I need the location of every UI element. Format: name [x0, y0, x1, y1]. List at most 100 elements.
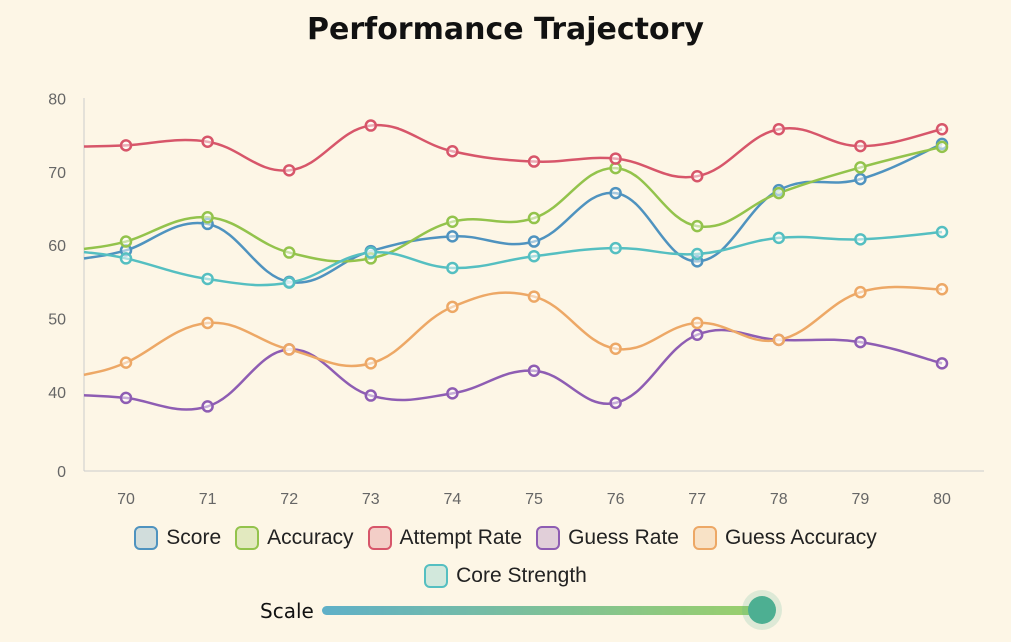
x-tick-label: 74 — [444, 491, 462, 508]
line-chart: 0 40 50 60 70 80 70 71 72 73 74 75 76 77 78 79 80 — [48, 91, 984, 508]
legend-label: Accuracy — [267, 526, 354, 549]
legend-label: Score — [166, 526, 222, 549]
data-point[interactable] — [935, 122, 949, 136]
data-point[interactable] — [201, 316, 214, 330]
data-point[interactable] — [201, 211, 214, 224]
data-point[interactable] — [609, 152, 622, 165]
data-point[interactable] — [282, 343, 296, 356]
y-tick-label: 60 — [48, 238, 66, 255]
y-tick-label: 80 — [48, 91, 66, 108]
data-point[interactable] — [772, 186, 786, 200]
series-line-guess-accuracy — [83, 285, 943, 377]
series-line-attempt-rate — [83, 123, 943, 179]
data-point[interactable] — [609, 186, 622, 200]
y-tick-label: 70 — [48, 165, 66, 182]
legend-item-accuracy[interactable]: Accuracy — [235, 526, 354, 550]
x-tick-label: 78 — [770, 491, 788, 508]
data-point[interactable] — [119, 235, 133, 248]
y-tick-label: 40 — [48, 385, 66, 402]
series-line-guess-rate — [83, 328, 943, 411]
x-tick-label: 75 — [525, 491, 543, 508]
data-point[interactable] — [527, 211, 541, 225]
slider-thumb[interactable] — [748, 596, 776, 624]
x-tick-label: 73 — [362, 491, 380, 508]
data-point[interactable] — [690, 328, 704, 341]
legend-swatch — [235, 526, 260, 550]
data-point[interactable] — [446, 230, 459, 243]
x-tick-label: 80 — [933, 491, 951, 508]
legend-label: Guess Rate — [568, 526, 679, 549]
x-tick-label: 71 — [199, 491, 217, 508]
data-point[interactable] — [772, 231, 786, 245]
slider-track[interactable] — [322, 606, 762, 615]
legend-item-score[interactable]: Score — [134, 526, 221, 550]
data-point[interactable] — [935, 140, 949, 154]
data-point[interactable] — [201, 400, 214, 413]
data-point[interactable] — [609, 396, 622, 410]
legend-swatch — [692, 526, 717, 550]
data-point[interactable] — [282, 276, 296, 289]
legend-item-guess-accuracy[interactable]: Guess Accuracy — [692, 526, 877, 550]
x-tick-label: 70 — [117, 491, 135, 508]
data-point[interactable] — [690, 247, 704, 261]
legend-label: Attempt Rate — [399, 526, 523, 549]
data-point[interactable] — [446, 300, 459, 314]
data-point[interactable] — [119, 252, 133, 265]
data-point[interactable] — [282, 164, 296, 177]
series-line-score — [83, 142, 943, 284]
data-point[interactable] — [446, 261, 459, 275]
data-point[interactable] — [772, 122, 786, 136]
data-point[interactable] — [690, 316, 704, 330]
data-point[interactable] — [527, 364, 541, 377]
data-point[interactable] — [854, 285, 867, 299]
data-point[interactable] — [364, 389, 378, 402]
data-point[interactable] — [446, 144, 459, 158]
data-point[interactable] — [854, 233, 867, 246]
data-point[interactable] — [935, 225, 949, 239]
data-point[interactable] — [282, 246, 296, 259]
data-point[interactable] — [201, 135, 214, 148]
y-tick-label: 0 — [57, 464, 66, 481]
data-point[interactable] — [364, 357, 378, 370]
data-point[interactable] — [364, 119, 378, 132]
data-point[interactable] — [854, 139, 867, 153]
data-point[interactable] — [446, 215, 459, 228]
data-point[interactable] — [690, 169, 704, 183]
data-point[interactable] — [527, 235, 541, 248]
data-point[interactable] — [609, 241, 622, 255]
data-point[interactable] — [935, 357, 949, 370]
legend-swatch — [424, 564, 449, 588]
legend-swatch — [134, 526, 159, 550]
data-point[interactable] — [527, 290, 541, 303]
legend: Score Accuracy Attempt Rate Guess Rate Guess… — [0, 526, 1011, 550]
legend-row-2: Core Strength — [0, 564, 1011, 588]
legend-item-core-strength[interactable]: Core Strength — [424, 564, 587, 588]
chart-title: Performance Trajectory — [307, 12, 704, 47]
data-point[interactable] — [854, 161, 867, 174]
data-point[interactable] — [772, 333, 786, 347]
slider-label: Scale — [260, 599, 314, 623]
data-point[interactable] — [935, 282, 949, 296]
data-point[interactable] — [527, 249, 541, 263]
data-point[interactable] — [854, 172, 867, 186]
legend-swatch — [367, 526, 392, 550]
x-tick-label: 72 — [280, 491, 298, 508]
legend-swatch — [536, 526, 561, 550]
x-tick-label: 76 — [607, 491, 625, 508]
data-point[interactable] — [364, 246, 378, 259]
data-point[interactable] — [446, 387, 459, 400]
data-point[interactable] — [854, 335, 867, 349]
legend-item-guess-rate[interactable]: Guess Rate — [536, 526, 679, 550]
x-tick-label: 77 — [688, 491, 706, 508]
data-point[interactable] — [609, 342, 622, 355]
data-point[interactable] — [527, 155, 541, 168]
data-point[interactable] — [119, 391, 133, 405]
data-point[interactable] — [690, 219, 704, 233]
data-point[interactable] — [119, 139, 133, 152]
legend-item-attempt-rate[interactable]: Attempt Rate — [367, 526, 523, 550]
data-point[interactable] — [201, 272, 214, 286]
scale-slider[interactable]: Scale — [260, 596, 780, 626]
legend-label: Guess Accuracy — [724, 526, 877, 549]
x-tick-label: 79 — [852, 491, 870, 508]
data-point[interactable] — [119, 356, 133, 369]
